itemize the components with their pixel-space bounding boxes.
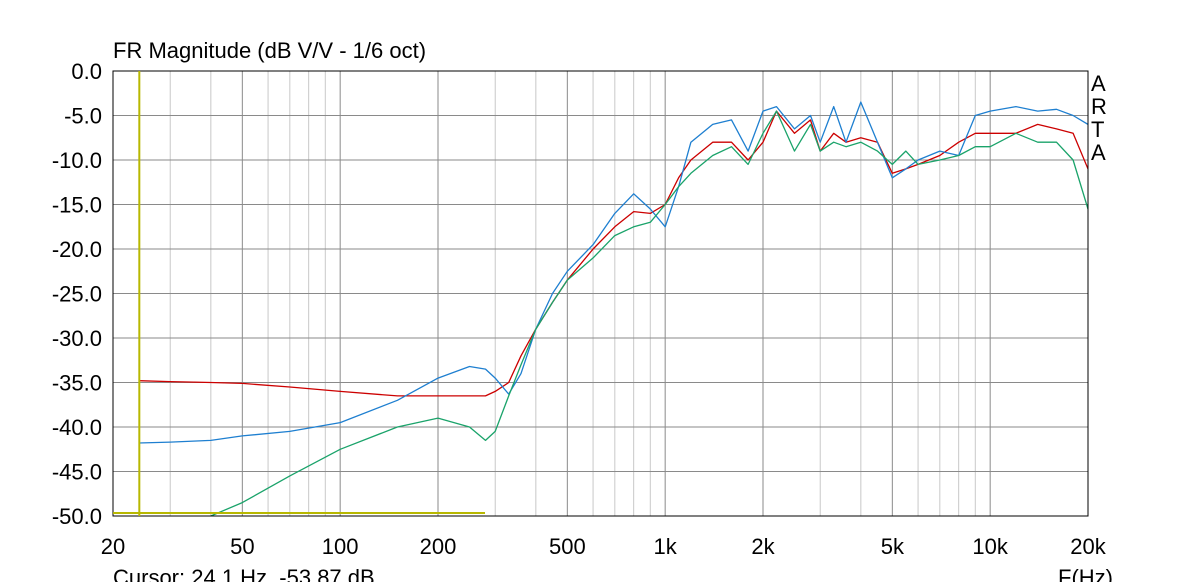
grid (112, 70, 1089, 517)
y-tick-label: -45.0 (52, 460, 102, 485)
plot-frame (112, 70, 1089, 517)
series-line (210, 110, 1088, 516)
x-tick-label: 200 (420, 534, 457, 559)
x-tick-label: 1k (654, 534, 678, 559)
series-line (138, 110, 1088, 397)
series-line (138, 101, 1088, 444)
y-tick-label: -35.0 (52, 371, 102, 396)
y-tick-label: -30.0 (52, 326, 102, 351)
x-tick-label: 50 (230, 534, 254, 559)
y-tick-label: -40.0 (52, 415, 102, 440)
x-tick-label: 2k (751, 534, 775, 559)
x-tick-label: 5k (881, 534, 905, 559)
x-tick-label: 500 (549, 534, 586, 559)
y-tick-label: -50.0 (52, 504, 102, 529)
y-tick-label: 0.0 (71, 59, 102, 84)
y-tick-label: -15.0 (52, 193, 102, 218)
y-tick-label: -20.0 (52, 237, 102, 262)
x-tick-label: 20k (1070, 534, 1106, 559)
watermark: ARTA (1091, 71, 1107, 165)
x-axis-label: F(Hz) (1058, 565, 1113, 582)
y-tick-label: -25.0 (52, 282, 102, 307)
chart-title: FR Magnitude (dB V/V - 1/6 oct) (113, 38, 426, 63)
y-tick-label: -5.0 (64, 104, 102, 129)
x-tick-label: 10k (972, 534, 1008, 559)
x-tick-label: 20 (101, 534, 125, 559)
cursor-readout: Cursor: 24.1 Hz, -53.87 dB (113, 565, 375, 582)
series-lines (138, 101, 1088, 516)
y-tick-label: -10.0 (52, 148, 102, 173)
x-tick-label: 100 (322, 534, 359, 559)
